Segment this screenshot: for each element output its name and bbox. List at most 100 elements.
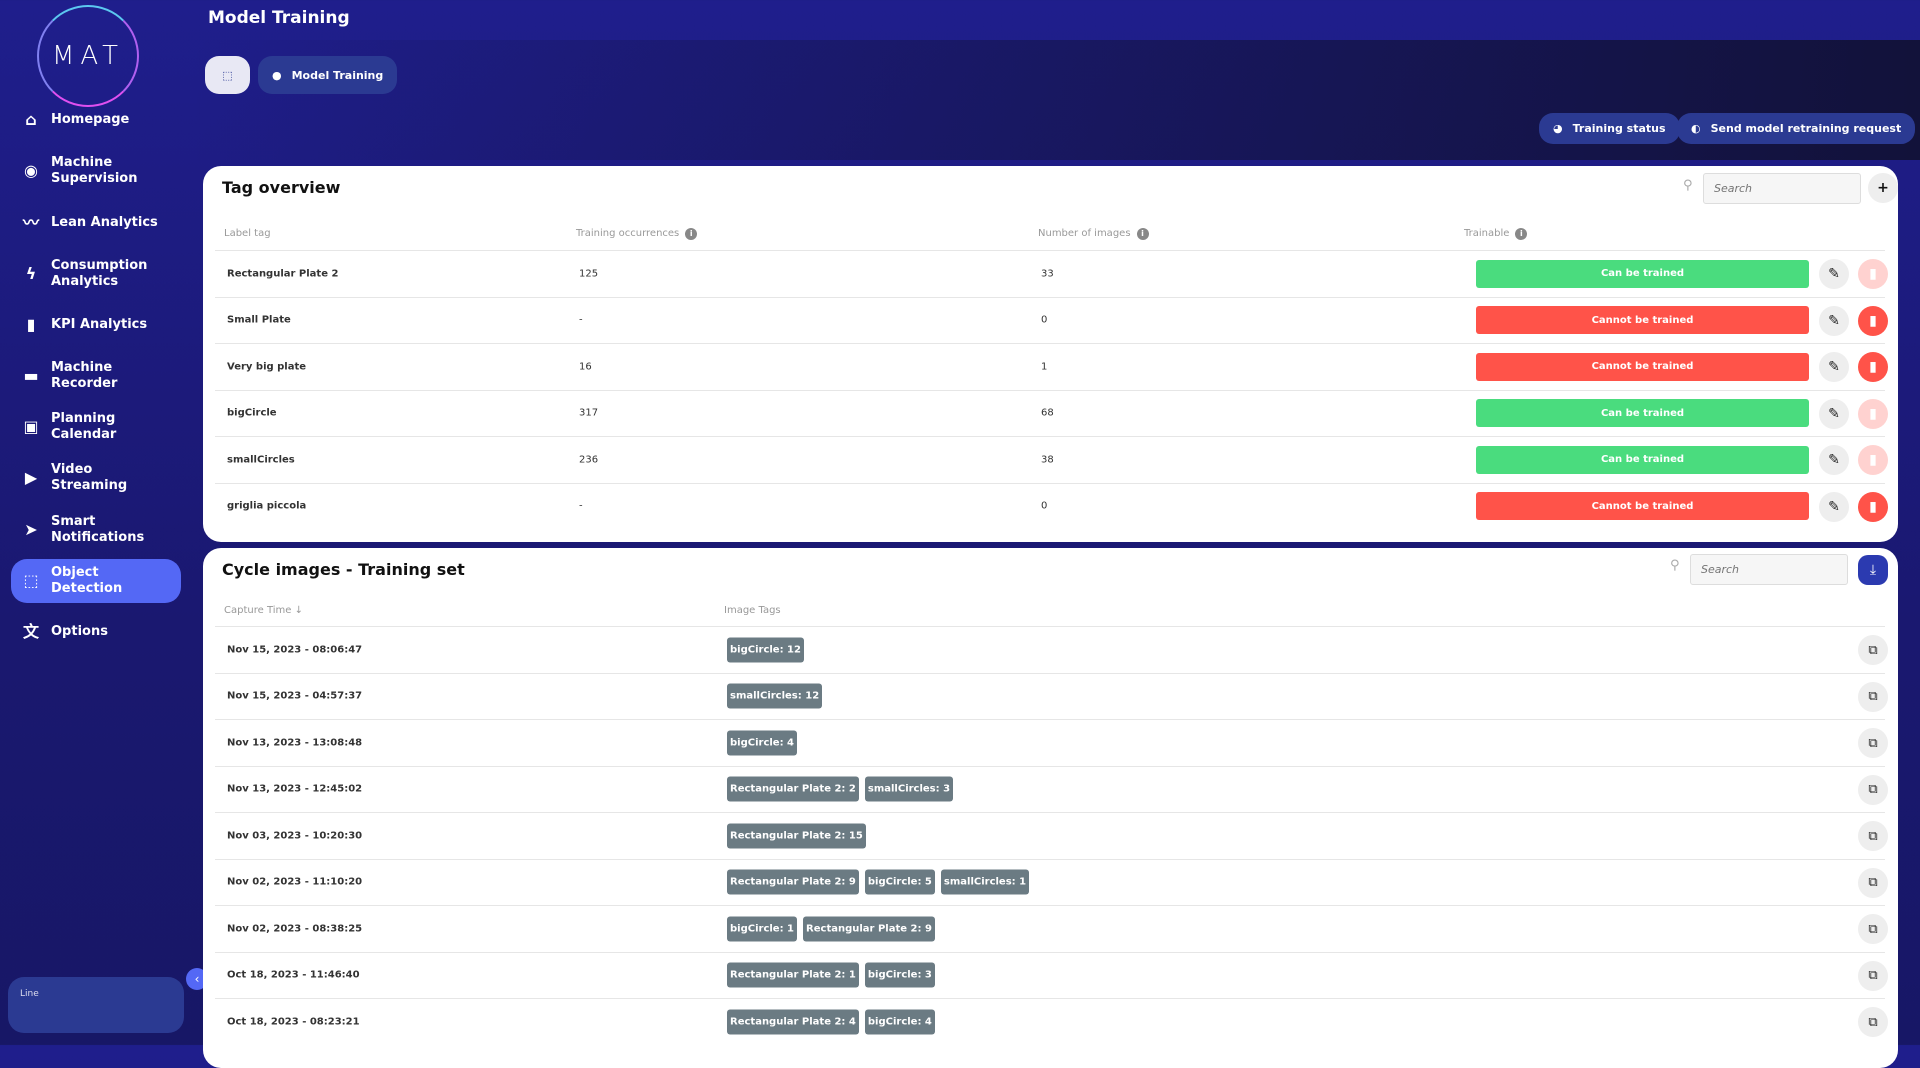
- image-tags: Rectangular Plate 2: 15: [727, 823, 866, 849]
- image-tags: bigCircle: 4: [727, 730, 798, 756]
- trash-icon: ▮: [1869, 452, 1877, 468]
- delete-tag-button[interactable]: ▮: [1858, 352, 1888, 382]
- download-icon: ⤓: [1869, 562, 1877, 578]
- sidebar-item-options[interactable]: 文 Options: [11, 616, 181, 648]
- trainable-status-badge: Cannot be trained: [1476, 352, 1809, 381]
- trainable-status-badge: Cannot be trained: [1476, 492, 1809, 521]
- delete-tag-button[interactable]: ▮: [1858, 305, 1888, 336]
- open-image-button[interactable]: ⧉: [1858, 914, 1888, 944]
- open-image-button[interactable]: ⧉: [1858, 681, 1888, 712]
- image-tag: bigCircle: 3: [864, 962, 935, 988]
- retrain-label: Send model retraining request: [1710, 122, 1902, 135]
- breadcrumb-model-training[interactable]: ● Model Training: [258, 56, 398, 94]
- sidebar-item-label: KPI Analytics: [51, 317, 148, 332]
- sidebar-item-homepage[interactable]: ⌂ Homepage: [11, 104, 181, 136]
- cycle-images-title: Cycle images - Training set: [222, 560, 465, 579]
- col-trainable: Trainable i: [1464, 228, 1528, 240]
- info-icon: i: [1515, 228, 1528, 240]
- trainable-status-badge: Can be trained: [1476, 445, 1809, 474]
- training-status-label: Training status: [1572, 122, 1666, 135]
- calendar-icon: ▣: [23, 417, 39, 436]
- trash-icon: ▮: [1869, 266, 1877, 282]
- home-icon: ⌂: [25, 110, 37, 129]
- trash-icon: ▮: [1869, 405, 1877, 422]
- sidebar-item-lean-analytics[interactable]: 〰 Lean Analytics: [11, 207, 181, 239]
- open-image-button[interactable]: ⧉: [1858, 635, 1888, 665]
- head-gear-icon: ◕: [1553, 122, 1563, 135]
- object-detection-icon: ⬚: [222, 68, 233, 82]
- number-of-images: 33: [1041, 268, 1054, 280]
- line-selector[interactable]: Line: [8, 977, 184, 1033]
- tag-search-input[interactable]: [1703, 173, 1861, 204]
- cycle-images-card: Cycle images - Training set ⚲ ⤓ Capture …: [203, 548, 1898, 1068]
- breadcrumb-label: Model Training: [291, 68, 384, 82]
- tag-label: Small Plate: [227, 314, 291, 326]
- cycle-image-row: Oct 18, 2023 - 08:23:21 Rectangular Plat…: [215, 998, 1888, 1045]
- sidebar-item-smart-notifications[interactable]: ➤ Smart Notifications: [11, 514, 181, 546]
- edit-tag-button[interactable]: ✎: [1819, 305, 1849, 336]
- training-occurrences: 317: [579, 407, 599, 419]
- sidebar-item-label: Machine Supervision: [51, 155, 138, 186]
- trend-icon: 〰: [22, 213, 39, 232]
- delete-tag-button[interactable]: ▮: [1858, 259, 1888, 289]
- open-image-button[interactable]: ⧉: [1858, 728, 1888, 758]
- image-tags: Rectangular Plate 2: 1 bigCircle: 3: [727, 962, 935, 988]
- cycle-search-input[interactable]: [1690, 554, 1848, 585]
- sidebar-item-label: Machine Recorder: [51, 360, 118, 391]
- bolt-icon: ϟ: [25, 264, 37, 283]
- sidebar-item-machine-supervision[interactable]: ◉ Machine Supervision: [11, 155, 181, 187]
- edit-tag-button[interactable]: ✎: [1819, 352, 1849, 382]
- sidebar-item-kpi-analytics[interactable]: ▮ KPI Analytics: [11, 309, 181, 341]
- tag-row: griglia piccola - 0 Cannot be trained ✎ …: [215, 482, 1888, 530]
- trash-icon: ▮: [1869, 498, 1877, 515]
- object-detection-home-button[interactable]: ⬚: [205, 56, 250, 94]
- image-tag: Rectangular Plate 2: 9: [727, 869, 859, 895]
- delete-tag-button[interactable]: ▮: [1858, 491, 1888, 522]
- tag-row: smallCircles 236 38 Can be trained ✎ ▮: [215, 436, 1888, 483]
- image-tag: bigCircle: 1: [727, 916, 798, 942]
- download-button[interactable]: ⤓: [1858, 555, 1888, 585]
- sidebar-item-label: Homepage: [51, 112, 130, 127]
- send-retraining-request-button[interactable]: ◐ Send model retraining request: [1677, 113, 1916, 144]
- collapse-sidebar-button[interactable]: ‹: [186, 968, 208, 990]
- tag-row: bigCircle 317 68 Can be trained ✎ ▮: [215, 389, 1888, 437]
- edit-tag-button[interactable]: ✎: [1819, 259, 1849, 289]
- image-tag: Rectangular Plate 2: 2: [727, 776, 859, 802]
- delete-tag-button[interactable]: ▮: [1858, 445, 1888, 475]
- sidebar-item-consumption-analytics[interactable]: ϟ Consumption Analytics: [11, 258, 181, 290]
- image-tag: smallCircles: 1: [940, 869, 1030, 895]
- col-capture-time[interactable]: Capture Time ↓: [224, 605, 303, 616]
- open-image-button[interactable]: ⧉: [1858, 774, 1888, 805]
- training-status-button[interactable]: ◕ Training status: [1539, 113, 1680, 144]
- image-tags: Rectangular Plate 2: 4 bigCircle: 4: [727, 1009, 935, 1035]
- open-external-icon: ⧉: [1868, 968, 1878, 983]
- sidebar-item-machine-recorder[interactable]: ▬ Machine Recorder: [11, 360, 181, 392]
- image-tags: bigCircle: 12: [727, 637, 804, 663]
- brain-upload-icon: ◐: [1691, 122, 1701, 135]
- edit-tag-button[interactable]: ✎: [1819, 491, 1849, 522]
- open-image-button[interactable]: ⧉: [1858, 821, 1888, 851]
- sidebar-item-video-streaming[interactable]: ▶ Video Streaming: [11, 462, 181, 494]
- delete-tag-button[interactable]: ▮: [1858, 398, 1888, 429]
- image-tag: Rectangular Plate 2: 4: [727, 1009, 859, 1035]
- capture-time: Nov 13, 2023 - 13:08:48: [227, 737, 363, 749]
- open-image-button[interactable]: ⧉: [1858, 960, 1888, 991]
- open-external-icon: ⧉: [1868, 1014, 1878, 1030]
- send-icon: ➤: [24, 520, 38, 539]
- open-image-button[interactable]: ⧉: [1858, 1007, 1888, 1037]
- sidebar-item-planning-calendar[interactable]: ▣ Planning Calendar: [11, 411, 181, 443]
- trainable-status-badge: Cannot be trained: [1476, 306, 1809, 335]
- col-image-tags: Image Tags: [724, 605, 781, 616]
- tag-overview-title: Tag overview: [222, 178, 341, 197]
- plus-icon: +: [1877, 180, 1889, 196]
- add-tag-button[interactable]: +: [1868, 173, 1898, 203]
- cycle-image-row: Nov 02, 2023 - 11:10:20 Rectangular Plat…: [215, 858, 1888, 906]
- open-image-button[interactable]: ⧉: [1858, 867, 1888, 898]
- eye-icon: ◉: [24, 161, 38, 180]
- sidebar-item-object-detection[interactable]: ⬚ Object Detection: [11, 559, 181, 603]
- edit-tag-button[interactable]: ✎: [1819, 398, 1849, 429]
- tag-label: smallCircles: [227, 454, 295, 466]
- edit-tag-button[interactable]: ✎: [1819, 445, 1849, 475]
- tag-label: Very big plate: [227, 361, 307, 373]
- sidebar-item-label: Video Streaming: [51, 462, 128, 493]
